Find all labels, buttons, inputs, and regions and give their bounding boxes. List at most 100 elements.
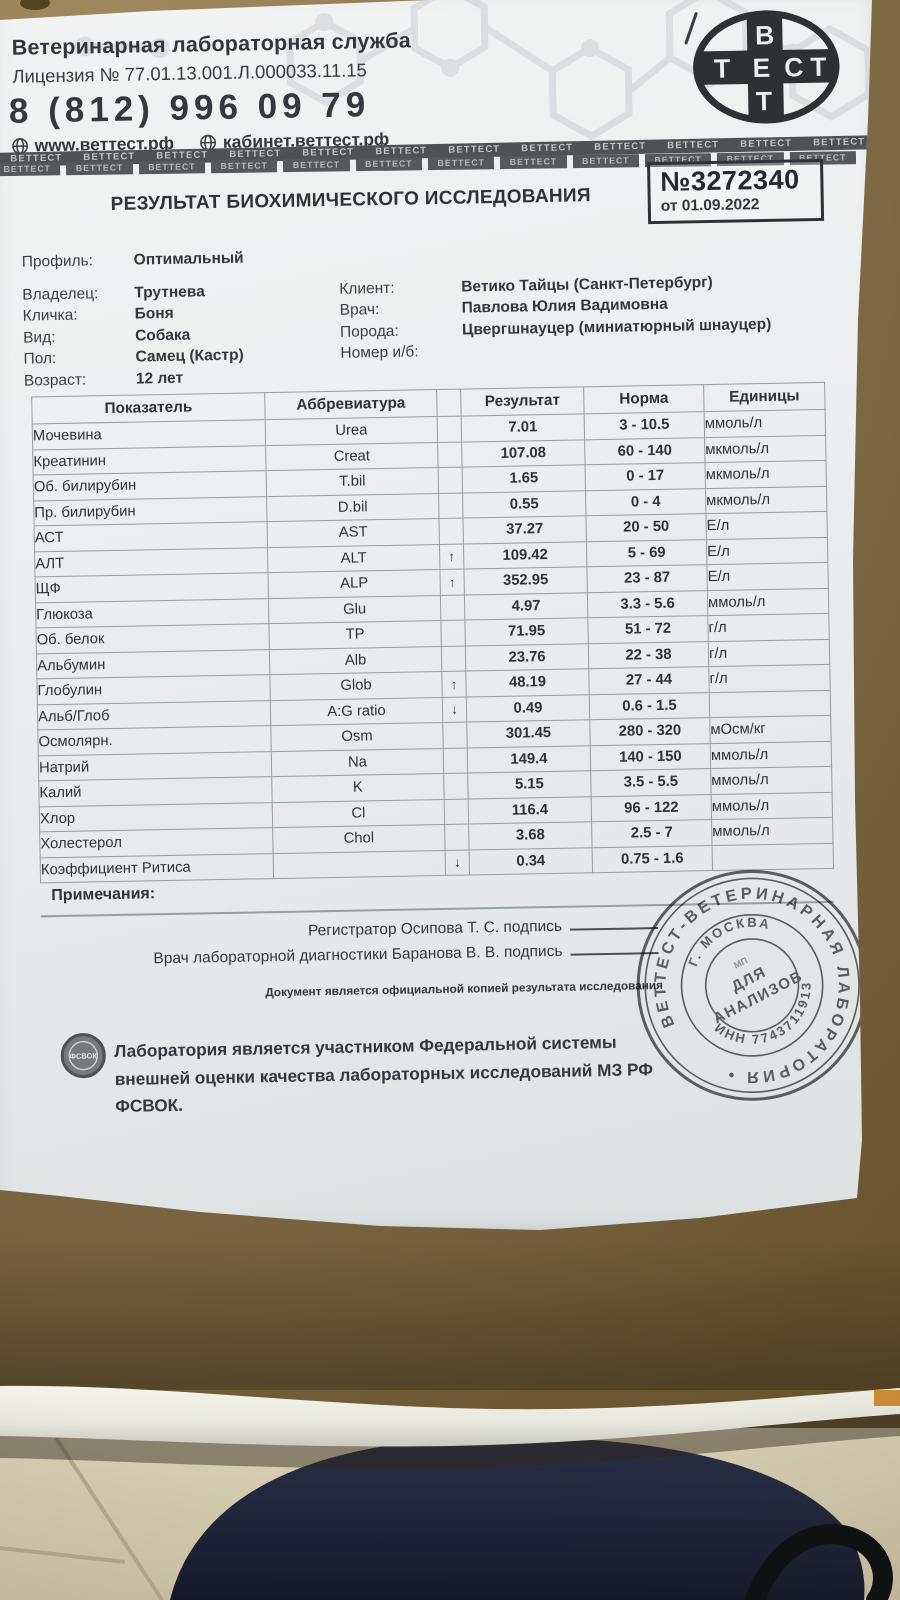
cell-abbr: ALP <box>267 569 441 599</box>
cell-abbr: A:G ratio <box>270 696 443 726</box>
cell-result: 71.95 <box>464 617 589 646</box>
strip-block: ВЕТТЕСТ <box>66 161 133 176</box>
svg-text:С: С <box>784 52 804 82</box>
strip-block: ВЕТТЕСТ <box>210 159 278 174</box>
cell-abbr <box>273 849 446 879</box>
strip-block: ВЕТТЕСТ <box>500 155 567 170</box>
cell-norm: 3.3 - 5.6 <box>587 590 708 618</box>
cell-norm: 27 - 44 <box>588 666 710 695</box>
cell-norm: 2.5 - 7 <box>591 819 713 848</box>
cell-flag <box>440 620 466 646</box>
cell-flag: ↑ <box>439 543 464 570</box>
field-label: Порода: <box>339 322 399 341</box>
field-label: Пол: <box>23 349 57 368</box>
cell-units: ммоль/л <box>710 740 832 769</box>
cell-name: Коэффициент Ритиса <box>40 853 274 883</box>
cell-result: 48.19 <box>465 668 590 697</box>
column-header: Аббревиатура <box>264 389 438 420</box>
strip-word: ВЕТТЕСТ <box>740 138 793 151</box>
strip-word: ВЕТТЕСТ <box>365 158 413 170</box>
field-label: Кличка: <box>22 306 78 325</box>
cell-flag: ↓ <box>445 849 470 876</box>
cell-result: 3.68 <box>468 821 593 850</box>
chair-orange-sliver <box>874 1390 900 1406</box>
cell-result: 352.95 <box>463 566 588 595</box>
cell-result: 0.49 <box>466 694 590 723</box>
column-header: Показатель <box>31 392 266 424</box>
cell-norm: 140 - 150 <box>590 743 711 771</box>
cell-norm: 0.6 - 1.5 <box>589 692 710 720</box>
strip-word: ВЕТТЕСТ <box>521 142 574 155</box>
cell-flag <box>442 722 468 748</box>
strip-word: ВЕТТЕСТ <box>509 156 558 168</box>
signature-block: Регистратор Осипова Т. С. подпись Врач л… <box>66 916 659 977</box>
cell-norm: 51 - 72 <box>587 615 709 644</box>
field-label: Вид: <box>22 328 56 347</box>
cell-units: г/л <box>707 613 830 642</box>
cell-flag <box>441 645 466 672</box>
field-label: Владелец: <box>22 284 99 304</box>
cell-norm: 0 - 17 <box>585 462 706 491</box>
strip-block: ВЕТТЕСТ <box>0 162 61 177</box>
column-header: Результат <box>460 386 585 417</box>
cell-result: 149.4 <box>467 745 591 774</box>
cell-flag <box>438 467 463 494</box>
cell-flag: ↓ <box>442 696 467 723</box>
cell-abbr: Cl <box>272 798 445 828</box>
cell-flag <box>444 798 469 825</box>
strip-word: ВЕТТЕСТ <box>75 162 124 174</box>
cell-result: 5.15 <box>467 770 592 799</box>
cell-units: Е/л <box>705 511 828 540</box>
cell-result: 116.4 <box>468 796 592 825</box>
cell-norm: 3.5 - 5.5 <box>590 768 712 797</box>
cell-flag <box>443 747 468 774</box>
molecule-pattern-decoration <box>74 0 872 141</box>
report-date: от 01.09.2022 <box>660 196 760 215</box>
patient-field-row: Возраст: 12 лет <box>24 368 246 394</box>
field-value: Павлова Юлия Вадимовна <box>461 295 668 317</box>
field-label: Клиент: <box>339 279 395 298</box>
field-label: Номер и/б: <box>340 343 419 362</box>
cell-flag <box>444 824 470 850</box>
cell-norm: 5 - 69 <box>586 539 707 567</box>
cell-norm: 0 - 4 <box>585 488 706 516</box>
cell-norm: 23 - 87 <box>586 564 708 593</box>
cell-abbr: Glu <box>268 594 441 624</box>
strip-block: ВЕТТЕСТ <box>427 156 495 171</box>
cell-norm: 280 - 320 <box>589 717 711 746</box>
cell-norm: 0.75 - 1.6 <box>592 845 713 873</box>
strip-word: ВЕТТЕСТ <box>220 160 268 172</box>
field-value: Боня <box>134 304 174 323</box>
cell-abbr: Na <box>271 747 444 777</box>
cell-abbr: Creat <box>265 442 439 471</box>
strip-word: ВЕТТЕСТ <box>375 145 428 158</box>
report-number: №3272340 <box>660 164 800 197</box>
chair-dark-spot <box>20 0 50 10</box>
cell-units <box>709 689 831 718</box>
patient-info-right: Клиент: Ветико Тайцы (Санкт-Петербург) Вра… <box>339 272 772 366</box>
cell-abbr: Chol <box>272 824 446 854</box>
cell-abbr: AST <box>267 518 440 548</box>
cell-units: мкмоль/л <box>704 434 827 463</box>
floor-tiles <box>0 1428 900 1600</box>
doctor-signature-label: Врач лабораторной диагностики Баранова В… <box>153 942 563 968</box>
cell-abbr: ALT <box>267 544 440 573</box>
report-title: РЕЗУЛЬТАТ БИОХИМИЧЕСКОГО ИССЛЕДОВАНИЯ <box>110 185 592 215</box>
cell-units: мОсм/кг <box>709 715 832 744</box>
cell-units: мкмоль/л <box>705 460 827 489</box>
strip-word: ВЕТТЕСТ <box>3 163 51 175</box>
cell-abbr: Osm <box>270 722 444 752</box>
registrar-signature-row: Регистратор Осипова Т. С. подпись <box>66 916 659 945</box>
svg-text:МП: МП <box>732 955 749 970</box>
cell-result: 1.65 <box>462 464 586 493</box>
vettest-logo-icon: В Т Е С Т Т <box>693 10 840 124</box>
fsvok-emblem-icon: ФСВОК <box>60 1033 106 1079</box>
cell-result: 107.08 <box>461 439 586 468</box>
cell-abbr: D.bil <box>266 493 440 522</box>
strip-word: ВЕТТЕСТ <box>148 161 196 173</box>
cell-flag <box>443 773 469 799</box>
strip-word: ВЕТТЕСТ <box>667 139 720 152</box>
cell-abbr: Glob <box>269 671 443 701</box>
round-stamp: ВЕТТЕСТ-ВЕТЕРИНАРНАЯ ЛАБОРАТОРИЯ • Г. МО… <box>616 850 872 1122</box>
phone-number: 8 (812) 996 09 79 <box>8 85 371 131</box>
